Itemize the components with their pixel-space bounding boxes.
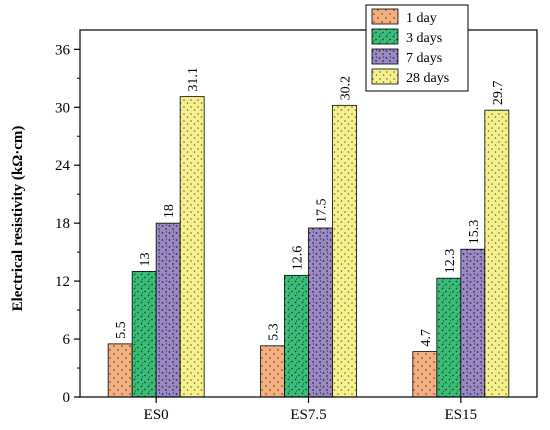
bar-ES0-7-days <box>155 222 181 398</box>
bar-ES0-1-day <box>107 343 133 398</box>
legend-swatch <box>371 68 399 85</box>
x-tick-label: ES7.5 <box>290 407 326 423</box>
bar-ES7.5-3-days <box>284 274 309 398</box>
x-tick-label: ES0 <box>144 407 169 423</box>
legend-label: 3 days <box>406 31 442 46</box>
axes-layer: 0 6 12 18 24 30 36 ES0 ES7.5 ES15 Electrical resis… <box>10 29 538 423</box>
value-label: 30.2 <box>339 76 354 101</box>
legend-swatch <box>371 8 399 25</box>
bar-ES15-7-days <box>460 248 486 398</box>
bar-ES7.5-1-day <box>260 345 285 398</box>
legend-swatch <box>371 28 399 45</box>
value-label: 12.6 <box>291 246 306 271</box>
bar-ES7.5-28-days <box>332 104 357 398</box>
bar-ES15-1-day <box>412 351 438 398</box>
value-label: 4.7 <box>419 329 434 347</box>
value-label: 5.5 <box>114 321 129 339</box>
bar-ES15-3-days <box>436 277 462 398</box>
value-label: 18 <box>162 204 177 218</box>
bar-ES15-28-days <box>484 109 510 398</box>
y-tick-label: 30 <box>55 100 70 116</box>
legend-label: 28 days <box>406 71 449 86</box>
y-axis-title: Electrical resistivity (kΩ·cm) <box>10 126 26 312</box>
value-label: 15.3 <box>467 220 482 245</box>
y-tick-label: 12 <box>55 274 70 290</box>
bar-ES0-28-days <box>179 96 205 398</box>
legend-label: 1 day <box>406 11 437 26</box>
x-tick-label: ES15 <box>445 407 478 423</box>
y-tick-label: 6 <box>63 332 71 348</box>
y-tick-label: 18 <box>55 216 70 232</box>
legend-swatch <box>371 48 399 65</box>
bar-ES0-3-days <box>131 271 157 398</box>
y-tick-label: 0 <box>63 390 71 406</box>
value-label: 31.1 <box>186 67 201 92</box>
value-label: 29.7 <box>491 81 506 106</box>
value-label: 12.3 <box>443 249 458 274</box>
bars-layer: 5.5 13 18 31.1 5.3 12.6 17.5 30.2 4.7 12.3 15.3 29.… <box>107 67 510 398</box>
value-label: 13 <box>138 252 153 266</box>
y-tick-label: 24 <box>55 158 71 174</box>
value-label: 17.5 <box>315 198 330 223</box>
y-tick-label: 36 <box>55 42 71 58</box>
legend: 1 day 3 days 7 days 28 days <box>365 4 469 92</box>
legend-label: 7 days <box>406 51 442 66</box>
value-label: 5.3 <box>267 323 282 341</box>
bar-ES7.5-7-days <box>308 227 333 398</box>
